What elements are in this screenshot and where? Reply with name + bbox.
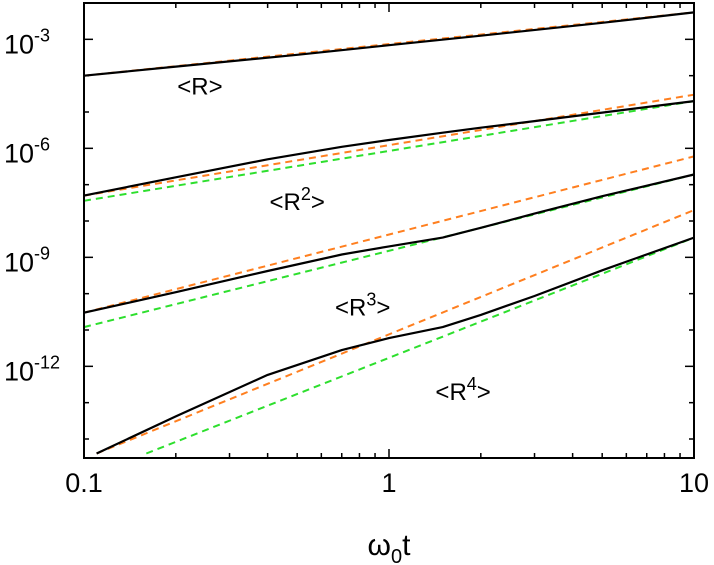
y-tick-label: 10-3 bbox=[4, 25, 50, 59]
annotation-layer: <R> <R2> <R3> <R4> bbox=[177, 74, 491, 406]
series-r2-exact bbox=[83, 100, 695, 197]
x-axis-label: ω0t bbox=[368, 529, 412, 565]
series-r3-short-time bbox=[83, 155, 695, 314]
y-tick-label: 10-6 bbox=[4, 134, 50, 168]
series-r4-exact bbox=[96, 236, 695, 455]
x-tick-label: 10 bbox=[679, 468, 709, 498]
series-r3-exact bbox=[83, 173, 695, 314]
x-tick-label: 1 bbox=[381, 468, 396, 498]
series-r1-exact bbox=[83, 11, 695, 77]
annotation-label: <R> bbox=[177, 74, 222, 101]
annotation-label: <R4> bbox=[435, 374, 490, 406]
plot-background bbox=[84, 3, 694, 458]
ticklabel-layer: 0.1 1 10 10-3 10-6 10-9 10-12 bbox=[4, 25, 709, 498]
y-tick-label: 10-9 bbox=[4, 243, 50, 277]
series-r4-long-time bbox=[145, 236, 695, 455]
annotation-label: <R2> bbox=[269, 184, 324, 216]
annotation-label: <R3> bbox=[335, 290, 390, 322]
y-tick-label: 10-12 bbox=[4, 352, 60, 386]
x-tick-label: 0.1 bbox=[65, 468, 103, 498]
tick-layer bbox=[83, 2, 695, 458]
series-r3-long-time bbox=[83, 173, 695, 329]
series-layer bbox=[83, 11, 695, 455]
